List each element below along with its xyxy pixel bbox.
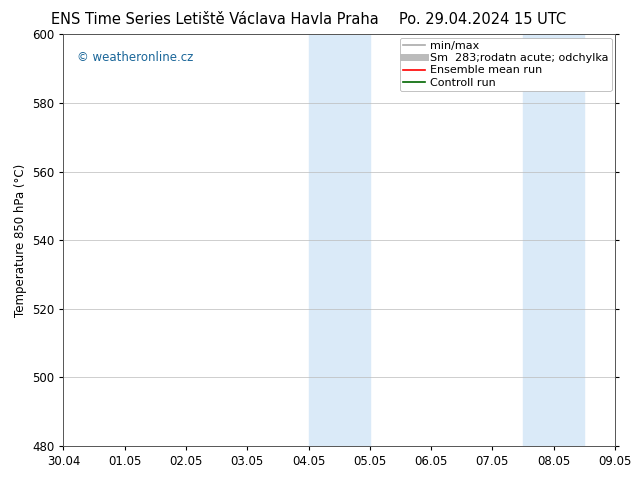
Text: ENS Time Series Letiště Václava Havla Praha: ENS Time Series Letiště Václava Havla Pr…: [51, 12, 378, 27]
Bar: [523, 34, 585, 446]
Legend: min/max, Sm  283;rodatn acute; odchylka, Ensemble mean run, Controll run: min/max, Sm 283;rodatn acute; odchylka, …: [400, 38, 612, 91]
Text: Po. 29.04.2024 15 UTC: Po. 29.04.2024 15 UTC: [399, 12, 567, 27]
Bar: [309, 34, 370, 446]
Text: © weatheronline.cz: © weatheronline.cz: [77, 51, 193, 64]
Y-axis label: Temperature 850 hPa (°C): Temperature 850 hPa (°C): [13, 164, 27, 317]
